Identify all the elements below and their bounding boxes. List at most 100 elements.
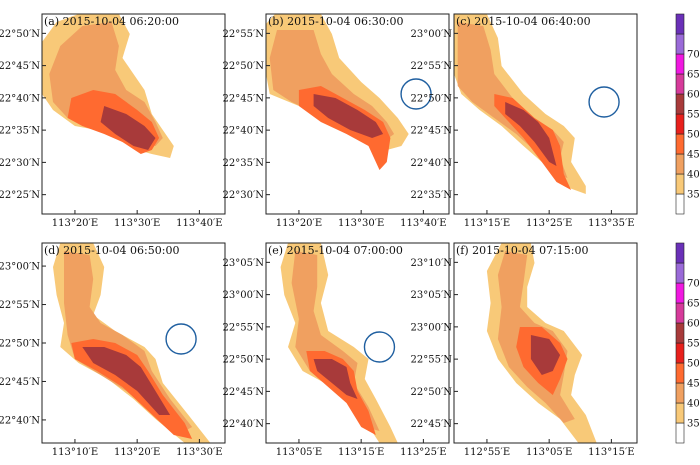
y-tick-label: 23°05′N <box>411 290 453 301</box>
y-tick-label: 22°45′N <box>411 126 453 137</box>
y-tick-label: 23°00′N <box>411 29 453 40</box>
colorbar-tick-label: 35 <box>687 190 700 201</box>
y-tick-label: 22°30′N <box>0 158 40 169</box>
x-tick-label: 113°30′E <box>338 218 384 229</box>
echo-contour-55 <box>505 102 557 166</box>
colorbar-segment <box>675 193 685 215</box>
y-tick-label: 22°55′N <box>411 355 453 366</box>
y-tick-label: 22°50′N <box>0 339 40 350</box>
axes-frame <box>265 242 450 444</box>
y-tick-label: 22°50′N <box>411 93 453 104</box>
colorbar-segment <box>675 342 685 364</box>
y-tick-label: 23°00′N <box>0 262 40 273</box>
highlight-circle <box>165 323 197 355</box>
panel-a: (a) 2015-10-04 06:20:00 22°50′N 22°45′N 22°… <box>0 13 226 229</box>
y-tick-label: 22°55′N <box>223 29 265 40</box>
x-tick-label: 113°40′E <box>400 218 446 229</box>
x-tick-label: 113°35′E <box>588 218 634 229</box>
colorbar-tick-label: 45 <box>687 150 700 161</box>
colorbar-tick-label: 70 <box>687 50 700 61</box>
y-tick-label: 22°45′N <box>0 377 40 388</box>
y-tick-label: 22°55′N <box>223 322 265 333</box>
echo-contour-55 <box>82 347 171 415</box>
colorbar-tick-label: 60 <box>687 90 700 101</box>
y-tick-label: 23°05′N <box>223 258 265 269</box>
colorbar-tick-label: 60 <box>687 319 700 330</box>
panel-e: (e) 2015-10-04 07:00:0023°05′N23°00′N22°… <box>223 242 450 458</box>
y-tick-label: 22°45′N <box>223 387 265 398</box>
colorbar-segment <box>675 282 685 304</box>
y-tick-label: 22°40′N <box>223 419 265 430</box>
x-tick-label: 113°20′E <box>114 447 160 458</box>
panel-title: (f) 2015-10-04 07:15:00 <box>456 244 588 257</box>
colorbar-tick-label: 35 <box>687 419 700 430</box>
y-tick-label: 23°00′N <box>223 290 265 301</box>
y-tick-label: 22°25′N <box>0 190 40 201</box>
x-tick-label: 113°05′E <box>526 447 572 458</box>
y-tick-label: 22°35′N <box>223 158 265 169</box>
x-tick-label: 113°15′E <box>464 218 510 229</box>
axes-frame <box>453 13 638 215</box>
x-tick-label: 113°20′E <box>276 218 322 229</box>
colorbar-segment <box>675 422 685 444</box>
y-tick-label: 22°40′N <box>223 126 265 137</box>
colorbar-segment <box>675 93 685 115</box>
axes-frame <box>265 13 450 215</box>
x-tick-label: 113°15′E <box>338 447 384 458</box>
y-tick-label: 22°40′N <box>0 415 40 426</box>
colorbar-tick-label: 40 <box>687 170 700 181</box>
y-tick-label: 22°30′N <box>223 190 265 201</box>
y-tick-label: 22°55′N <box>411 61 453 72</box>
colorbar-segment <box>675 153 685 175</box>
panel-title: (b) 2015-10-04 06:30:00 <box>268 15 403 28</box>
colorbar-1: 35 40 45 50 55 60 65 70 <box>675 13 700 215</box>
colorbar-segment <box>675 133 685 155</box>
colorbar-segment <box>675 262 685 284</box>
colorbar-segment <box>675 113 685 135</box>
x-tick-label: 113°25′E <box>400 447 446 458</box>
colorbar-tick-label: 50 <box>687 359 700 370</box>
panel-title: (c) 2015-10-04 06:40:00 <box>456 15 591 28</box>
colorbar-tick-label: 55 <box>687 339 700 350</box>
y-tick-label: 22°35′N <box>411 190 453 201</box>
colorbar-2: 35 40 45 50 55 60 65 70 <box>675 242 700 444</box>
colorbar-tick-label: 45 <box>687 379 700 390</box>
colorbar-segment <box>675 53 685 75</box>
axes-frame <box>453 242 638 444</box>
highlight-circle <box>363 331 396 363</box>
x-tick-label: 113°15′E <box>588 447 634 458</box>
y-tick-label: 22°40′N <box>0 93 40 104</box>
y-tick-label: 22°50′N <box>411 387 453 398</box>
colorbar-segment <box>675 73 685 95</box>
y-tick-label: 22°55′N <box>0 300 40 311</box>
echo-contour-40 <box>291 251 380 431</box>
axes-frame <box>41 13 226 215</box>
x-tick-label: 112°55′E <box>464 447 510 458</box>
panel-title: (a) 2015-10-04 06:20:00 <box>44 15 179 28</box>
colorbar-segment <box>675 382 685 404</box>
colorbar-segment <box>675 322 685 344</box>
y-tick-label: 22°45′N <box>0 61 40 72</box>
y-tick-label: 22°40′N <box>411 158 453 169</box>
x-tick-label: 113°10′E <box>52 447 98 458</box>
x-tick-label: 113°30′E <box>114 218 160 229</box>
x-tick-label: 113°25′E <box>526 218 572 229</box>
highlight-circle <box>400 78 432 110</box>
colorbar-tick-label: 70 <box>687 279 700 290</box>
echo-contour-55 <box>313 359 358 399</box>
y-tick-label: 23°10′N <box>411 258 453 269</box>
echo-contour-55 <box>313 94 384 138</box>
x-tick-label: 113°30′E <box>176 447 222 458</box>
colorbar-segment <box>675 242 685 264</box>
colorbar-tick-label: 55 <box>687 110 700 121</box>
echo-contour-40 <box>64 251 193 435</box>
echo-contour-55 <box>530 335 561 375</box>
x-tick-label: 113°40′E <box>176 218 222 229</box>
highlight-circle <box>588 86 620 118</box>
y-tick-label: 22°35′N <box>0 126 40 137</box>
panel-b: (b) 2015-10-04 06:30:0022°55′N22°50′N22°… <box>223 13 450 229</box>
x-tick-label: 113°05′E <box>276 447 322 458</box>
